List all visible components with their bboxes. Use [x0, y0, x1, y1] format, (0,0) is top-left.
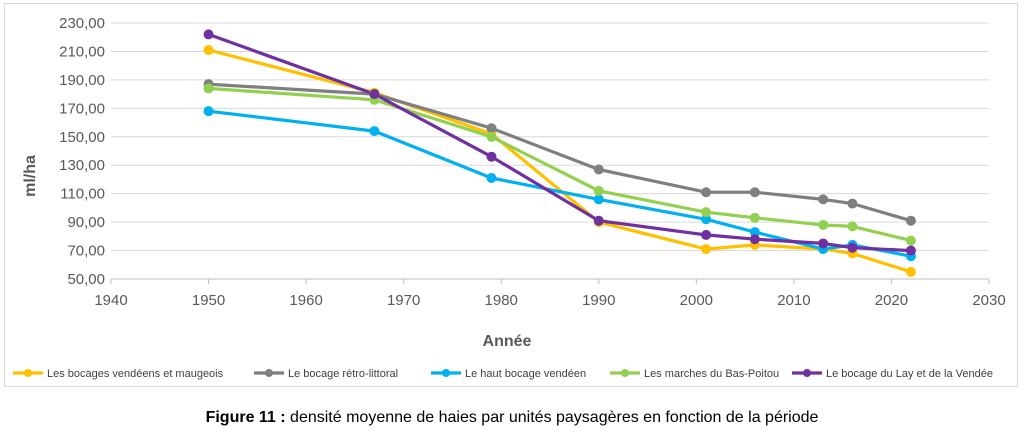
legend-item: Le bocage du Lay et de la Vendée [792, 368, 993, 380]
data-point [818, 238, 829, 249]
data-point [593, 194, 604, 205]
chart-frame: 1940 1950 1960 1970 1980 1990 2000 2010 2020 2030… [4, 3, 1018, 387]
x-tick-label: 1980 [485, 292, 518, 309]
data-point [749, 234, 760, 245]
legend-label: Le bocage du Lay et de la Vendée [826, 368, 993, 380]
data-point [847, 221, 858, 232]
legend-swatch-marker [24, 369, 32, 377]
figure-caption-number: Figure 11 : [205, 409, 286, 426]
data-point [486, 173, 497, 184]
data-point [701, 214, 712, 225]
x-tick-label: 1970 [387, 292, 420, 309]
data-point [593, 215, 604, 226]
x-tick-label: 2010 [777, 292, 810, 309]
data-point [203, 29, 214, 40]
y-tick-label: 70,00 [67, 243, 105, 260]
data-point [749, 227, 760, 238]
x-tick-label: 2020 [875, 292, 908, 309]
data-point [593, 185, 604, 196]
y-axis-title: ml/ha [22, 155, 39, 197]
figure-caption: Figure 11 : densité moyenne de haies par… [0, 409, 1024, 427]
series-line-4 [207, 86, 913, 243]
data-point [818, 194, 829, 205]
series-lines [207, 32, 913, 274]
x-tick-label: 1960 [289, 292, 322, 309]
legend-label: Les bocages vendéens et maugeois [47, 368, 224, 380]
legend: Les bocages vendéens et maugeois Le bocag… [13, 368, 993, 380]
data-point [905, 235, 916, 246]
data-point [905, 266, 916, 277]
series-line-2 [207, 82, 913, 223]
legend-swatch-marker [265, 369, 273, 377]
figure-caption-text: densité moyenne de haies par unités pays… [285, 409, 819, 426]
legend-label: Le haut bocage vendéen [465, 368, 586, 380]
legend-swatch-marker [621, 369, 629, 377]
y-tick-label: 90,00 [67, 214, 105, 231]
y-tick-label: 130,00 [59, 157, 105, 174]
y-tick-label: 110,00 [60, 186, 105, 203]
data-point [701, 229, 712, 240]
legend-swatch-marker [442, 369, 450, 377]
y-tick-label: 210,00 [59, 43, 105, 60]
legend-swatch-marker [803, 369, 811, 377]
data-point [701, 244, 712, 255]
y-tick-label: 190,00 [59, 72, 105, 89]
data-point [749, 187, 760, 198]
legend-item: Les bocages vendéens et maugeois [13, 368, 224, 380]
x-tick-label: 2000 [680, 292, 713, 309]
data-point [701, 187, 712, 198]
data-point [203, 45, 214, 56]
x-axis: 1940 1950 1960 1970 1980 1990 2000 2010 2020 2030 [94, 279, 1006, 309]
data-point [369, 89, 380, 100]
data-point [486, 131, 497, 142]
data-point [847, 242, 858, 253]
data-point [203, 83, 214, 94]
series-line-5 [207, 32, 913, 253]
data-point [905, 245, 916, 256]
legend-item: Le haut bocage vendéen [431, 368, 586, 380]
data-point [593, 164, 604, 175]
line-chart: 1940 1950 1960 1970 1980 1990 2000 2010 2020 2030… [13, 15, 1006, 380]
y-tick-label: 230,00 [59, 15, 105, 32]
y-tick-label: 170,00 [59, 100, 105, 117]
data-point [905, 215, 916, 226]
data-point [818, 219, 829, 230]
series-points [203, 29, 916, 277]
series-line-3 [207, 109, 913, 258]
y-tick-label: 150,00 [59, 129, 105, 146]
data-point [486, 123, 497, 134]
legend-label: Les marches du Bas-Poitou [644, 368, 779, 380]
data-point [369, 126, 380, 137]
legend-item: Les marches du Bas-Poitou [610, 368, 779, 380]
series-line-1 [207, 48, 913, 274]
x-tick-label: 2030 [972, 292, 1005, 309]
x-tick-label: 1990 [582, 292, 615, 309]
data-point [486, 151, 497, 162]
x-tick-label: 1940 [94, 292, 127, 309]
data-point [203, 106, 214, 117]
data-point [701, 207, 712, 218]
x-tick-label: 1950 [192, 292, 225, 309]
legend-item: Le bocage rétro-littoral [254, 368, 398, 380]
data-point [749, 212, 760, 223]
y-axis: 50,00 70,00 90,00 110,00 130,00 150,00 170,00 1… [59, 15, 105, 288]
legend-label: Le bocage rétro-littoral [288, 368, 398, 380]
x-axis-title: Année [483, 333, 532, 350]
data-point [847, 198, 858, 209]
y-tick-label: 50,00 [67, 271, 105, 288]
